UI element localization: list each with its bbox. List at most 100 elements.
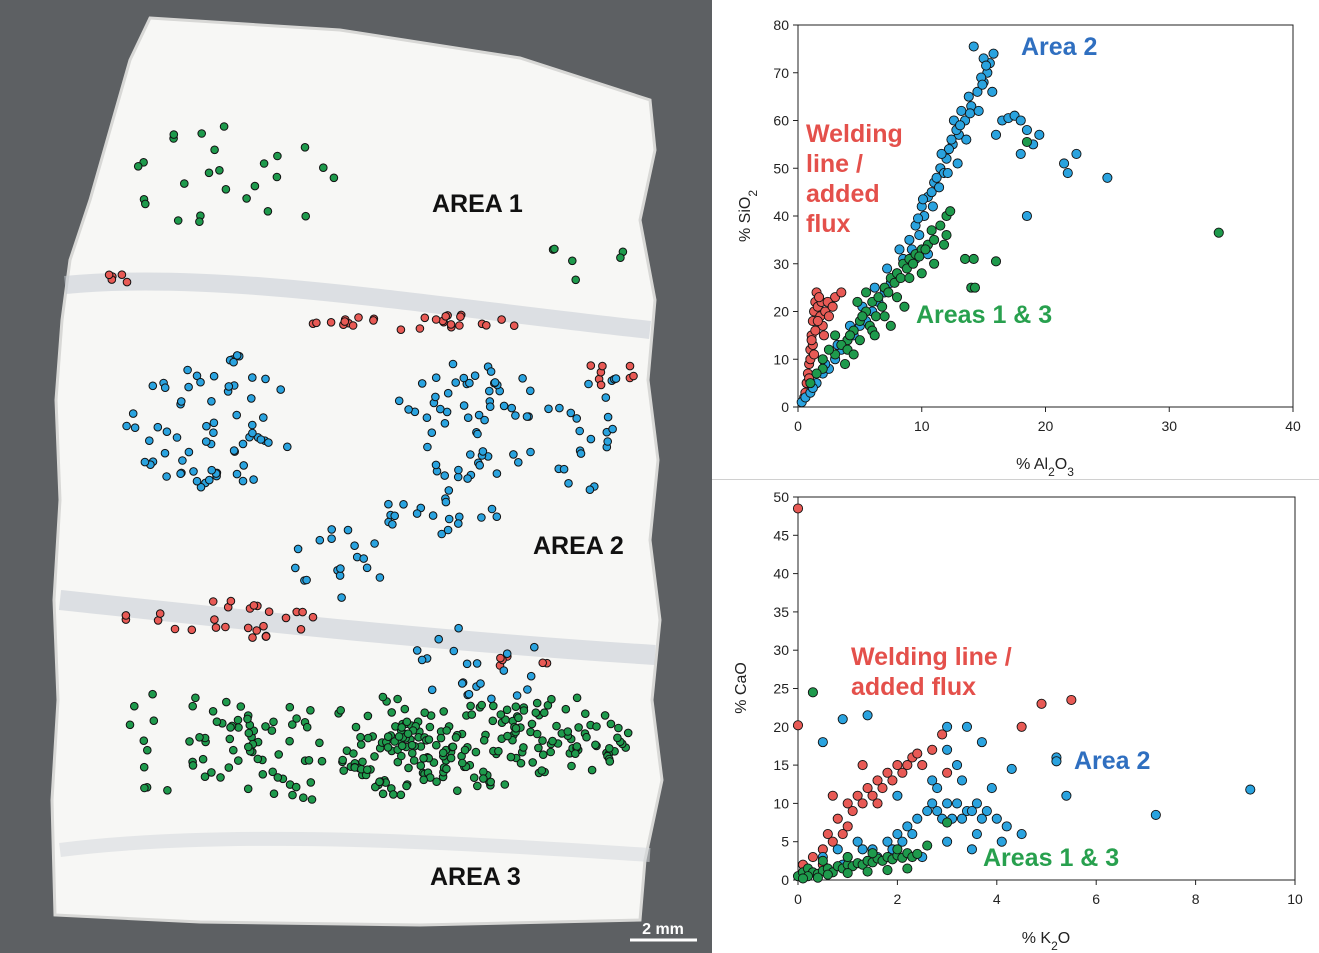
analysis-spot <box>616 253 625 263</box>
analysis-spot <box>252 626 262 635</box>
annotation-welding-line-3: added <box>806 180 880 208</box>
analysis-spot <box>480 415 489 425</box>
analysis-spot <box>443 525 453 535</box>
chart-cao-vs-k2o: 0 5 10 15 20 25 30 35 40 45 50 0 2 4 6 8 10 % CaO % K2O… <box>733 489 1303 953</box>
analysis-spot <box>555 403 564 413</box>
data-point <box>931 172 942 183</box>
analysis-spot <box>170 624 180 634</box>
analysis-spot <box>485 386 494 396</box>
analysis-spot <box>288 720 297 729</box>
y-axis-ticks: 0 10 20 30 40 50 60 70 80 <box>773 17 798 415</box>
y-tick-label: 10 <box>773 795 789 811</box>
data-point <box>894 244 905 255</box>
analysis-spot <box>464 689 474 699</box>
analysis-spot <box>350 541 359 551</box>
data-point <box>971 798 982 809</box>
annotation-area-2: Area 2 <box>1021 33 1097 61</box>
analysis-spot <box>471 747 481 757</box>
data-point <box>929 234 940 245</box>
analysis-spot <box>343 525 353 535</box>
data-point <box>792 720 804 731</box>
analysis-spot <box>603 412 613 422</box>
analysis-spot <box>348 321 358 330</box>
analysis-spot <box>349 749 358 758</box>
data-point <box>887 775 898 786</box>
data-point <box>929 258 940 269</box>
area-3-label: AREA 3 <box>430 863 521 891</box>
analysis-spot <box>499 401 509 411</box>
analysis-spot <box>446 320 456 329</box>
data-point <box>837 828 848 840</box>
data-point <box>1021 125 1032 136</box>
analysis-spot <box>117 270 127 280</box>
y-tick-label: 0 <box>781 872 789 888</box>
data-point <box>807 851 818 863</box>
analysis-spot <box>229 745 238 755</box>
data-point <box>936 148 947 159</box>
analysis-spot <box>537 766 547 775</box>
data-point <box>926 187 937 198</box>
analysis-spot <box>459 401 469 410</box>
analysis-spot <box>415 324 425 333</box>
analysis-spot <box>291 563 300 573</box>
x-tick-label: 0 <box>794 418 802 434</box>
data-point <box>922 840 933 851</box>
analysis-spot <box>608 424 617 434</box>
analysis-spot <box>268 767 278 777</box>
data-point <box>912 748 923 759</box>
y-tick-label: 20 <box>773 719 789 735</box>
analysis-spot <box>454 519 463 528</box>
data-point <box>862 783 873 794</box>
analysis-spot <box>272 172 282 182</box>
analysis-spot <box>216 773 225 782</box>
analysis-spot <box>243 784 253 794</box>
analysis-spot <box>582 732 591 742</box>
data-point <box>912 848 923 860</box>
analysis-spot <box>403 729 413 739</box>
analysis-spot <box>327 525 337 534</box>
data-point <box>1051 756 1062 767</box>
analysis-spot <box>276 385 286 394</box>
analysis-spot <box>442 764 451 774</box>
analysis-spot <box>538 658 548 668</box>
analysis-spot <box>384 499 393 509</box>
data-point <box>986 783 997 794</box>
data-point <box>963 91 974 102</box>
analysis-spot <box>514 458 523 467</box>
x-axis-label: % Al2O3 <box>1016 456 1074 478</box>
analysis-spot <box>424 735 434 744</box>
data-point <box>811 368 822 379</box>
analysis-spot <box>451 378 461 387</box>
analysis-spot <box>532 698 542 708</box>
analysis-spot <box>375 573 385 582</box>
analysis-spot <box>527 719 537 729</box>
analysis-spot <box>209 428 218 438</box>
data-point <box>897 836 908 847</box>
analysis-spot <box>596 380 606 390</box>
analysis-spot <box>337 593 346 602</box>
analysis-spot <box>326 318 336 327</box>
data-point <box>912 213 924 224</box>
analysis-spot <box>514 713 523 723</box>
analysis-spot <box>302 722 312 732</box>
x-tick-label: 4 <box>993 891 1001 907</box>
analysis-spot <box>451 733 461 742</box>
data-point <box>961 721 973 732</box>
analysis-spot <box>420 708 430 718</box>
analysis-spot <box>196 377 205 387</box>
analysis-spot <box>210 615 219 624</box>
analysis-spot <box>600 711 610 720</box>
data-point <box>990 256 1002 267</box>
analysis-spot <box>264 607 274 617</box>
analysis-spot <box>492 512 502 522</box>
analysis-spot <box>177 397 186 406</box>
area-2-label: AREA 2 <box>533 532 624 560</box>
analysis-spot <box>226 596 236 606</box>
analysis-spot <box>192 476 202 486</box>
analysis-spot <box>567 761 576 771</box>
y-tick-label: 10 <box>773 351 789 367</box>
data-point <box>892 790 903 801</box>
analysis-spot <box>292 714 301 723</box>
analysis-spot <box>261 374 270 384</box>
analysis-spot <box>488 716 498 726</box>
